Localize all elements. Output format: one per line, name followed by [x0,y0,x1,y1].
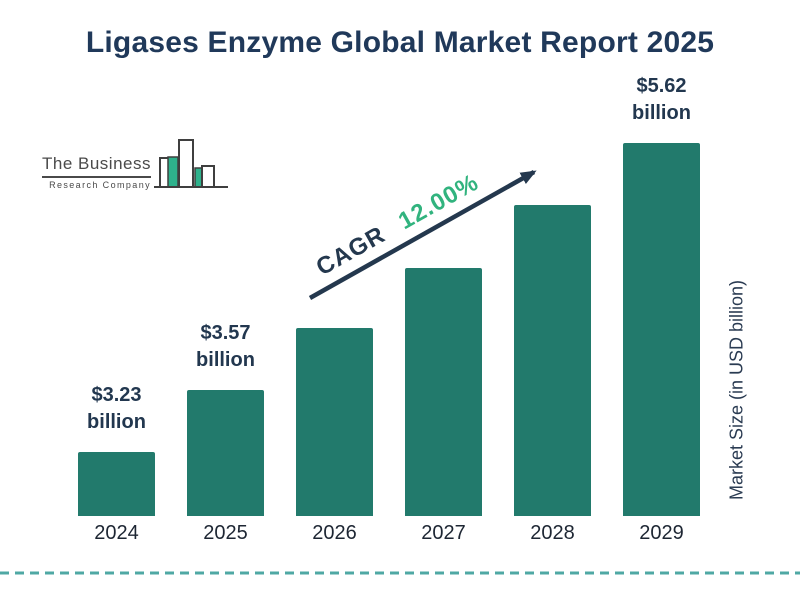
bar-value-label-2024: $3.23 billion [56,382,177,436]
bar-value-label-2025: $3.57 billion [165,320,286,374]
bar-2029 [623,143,700,516]
bar-value-amount: $5.62 [636,75,687,97]
company-logo: The Business Research Company [42,136,229,190]
x-tick-2029: 2029 [639,522,684,544]
cagr-annotation: CAGR 12.00% [312,169,484,281]
bar-value-amount: $3.23 [91,384,142,406]
bar-value-amount: $3.57 [200,322,251,344]
growth-arrow-icon [308,170,537,300]
bar-2025 [187,390,264,516]
bar-2027 [405,268,482,516]
cagr-label: CAGR [312,221,390,281]
y-axis-label: Market Size (in USD billion) [726,279,747,501]
x-tick-2024: 2024 [94,522,139,544]
x-tick-2025: 2025 [203,522,248,544]
logo-company-name: The Business [42,154,151,178]
bar-2026 [296,328,373,516]
bar-value-unit: billion [196,349,255,371]
bar-value-label-2029: $5.62 billion [601,73,722,127]
bar-2028 [514,205,591,516]
x-tick-2026: 2026 [312,522,357,544]
x-tick-2028: 2028 [530,522,575,544]
logo-text: The Business Research Company [42,154,151,190]
x-tick-2027: 2027 [421,522,466,544]
bar-value-unit: billion [87,411,146,433]
bar-value-unit: billion [632,102,691,124]
bar-2024 [78,452,155,516]
page-title: Ligases Enzyme Global Market Report 2025 [85,26,715,59]
logo-company-subtitle: Research Company [49,180,151,190]
bar-chart-logo-icon [154,139,228,188]
